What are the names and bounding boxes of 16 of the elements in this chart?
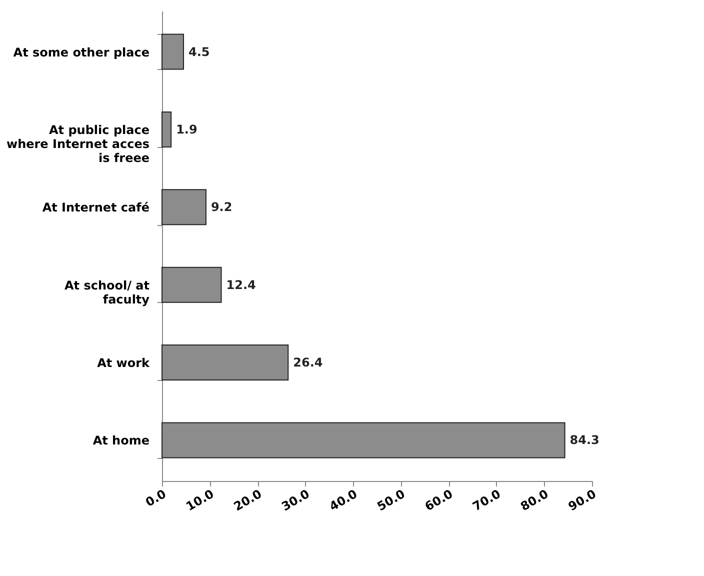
data-label: 84.3 [570,433,600,448]
data-label: 1.9 [176,122,198,136]
data-label: 26.4 [293,356,323,370]
data-label: 12.4 [226,278,256,292]
y-tick-label: At home [92,434,150,448]
data-label: 9.2 [210,200,232,214]
y-tick-label: At work [97,356,151,370]
x-tick-label: 80.0 [518,486,551,514]
x-tick-label: 40.0 [326,486,360,514]
data-label: 4.5 [188,44,210,59]
y-tick-label: At Internet café [42,200,150,215]
y-tick-label: At public place where Internet acces is freee [6,122,150,165]
y-tick-label: At school/ at faculty [64,278,150,306]
x-tick-label: 0.0 [143,486,168,510]
x-tick-label: 60.0 [422,486,456,514]
y-tick-label: At some other place [13,45,150,60]
